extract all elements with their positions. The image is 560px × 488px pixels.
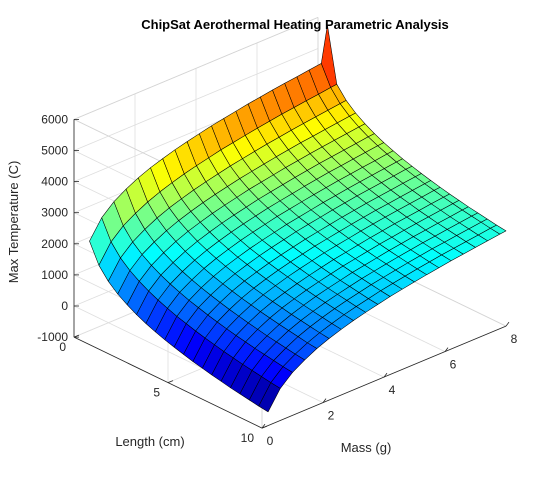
z-tick-label: -1000 xyxy=(37,330,68,344)
temperature-surface xyxy=(89,24,507,413)
z-tick-label: 6000 xyxy=(41,112,68,126)
y-tick-mark xyxy=(73,334,80,338)
y-tick-mark xyxy=(167,380,174,383)
z-tick-label: 3000 xyxy=(41,206,68,220)
y-tick-label: 0 xyxy=(59,340,66,354)
z-tick-label: 5000 xyxy=(41,144,68,158)
axes-frame xyxy=(73,119,510,429)
x-tick-mark xyxy=(383,372,388,378)
y-tick-label: 5 xyxy=(153,386,160,400)
z-tick-label: 2000 xyxy=(41,237,68,251)
y-tick-mark xyxy=(261,425,268,429)
y-tick-label: 10 xyxy=(241,431,255,445)
x-tick-mark xyxy=(505,321,510,327)
z-tick-label: 4000 xyxy=(41,175,68,189)
surface-facet xyxy=(490,224,507,235)
x-axis-label: Mass (g) xyxy=(341,440,392,455)
x-tick-label: 4 xyxy=(389,383,396,397)
x-tick-mark xyxy=(261,423,266,429)
axes-box-edge xyxy=(73,17,319,120)
chart-title: ChipSat Aerothermal Heating Parametric A… xyxy=(141,17,449,32)
x-tick-label: 8 xyxy=(511,332,518,346)
x-tick-mark xyxy=(444,347,449,352)
y-axis-label: Length (cm) xyxy=(115,434,184,449)
z-tick-label: 1000 xyxy=(41,268,68,282)
z-tick-label: 0 xyxy=(61,299,68,313)
x-tick-label: 0 xyxy=(267,434,274,448)
x-tick-label: 6 xyxy=(450,358,457,372)
x-tick-label: 2 xyxy=(328,409,335,423)
z-axis-label: Max Temperature (C) xyxy=(6,161,21,284)
x-tick-mark xyxy=(322,398,327,403)
